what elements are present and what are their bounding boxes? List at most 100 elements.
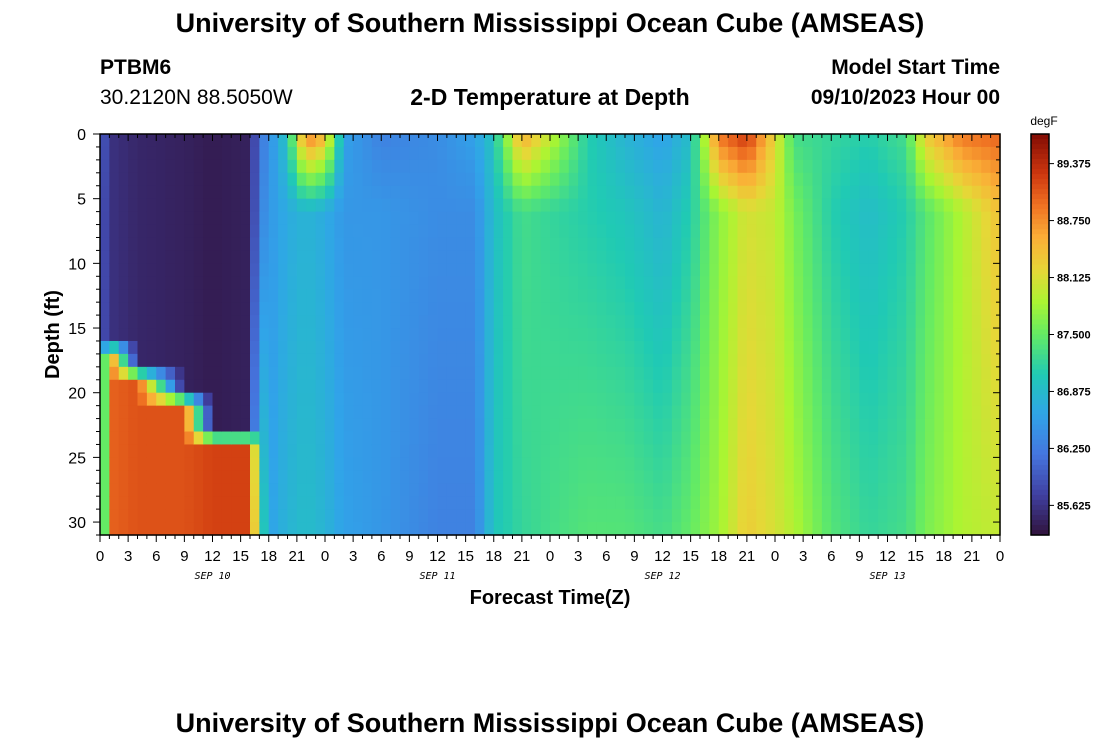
heatmap-cell bbox=[887, 134, 898, 148]
heatmap-cell bbox=[512, 276, 523, 290]
heatmap-cell bbox=[765, 211, 776, 226]
heatmap-cell bbox=[484, 146, 495, 161]
heatmap-cell bbox=[203, 172, 214, 187]
heatmap-cell bbox=[531, 159, 542, 174]
heatmap-cell bbox=[634, 470, 645, 484]
heatmap-cell bbox=[100, 224, 110, 239]
date-label: SEP 10 bbox=[194, 571, 230, 582]
heatmap-cell bbox=[334, 250, 345, 264]
heatmap-cell bbox=[559, 392, 570, 407]
heatmap-cell bbox=[306, 224, 317, 239]
heatmap-cell bbox=[896, 457, 907, 471]
heatmap-cell bbox=[540, 431, 551, 446]
heatmap-cell bbox=[540, 353, 551, 368]
heatmap-cell bbox=[568, 522, 579, 536]
heatmap-cell bbox=[240, 418, 251, 433]
heatmap-cell bbox=[240, 340, 251, 355]
heatmap-cell bbox=[606, 159, 617, 174]
colorbar-segment bbox=[1031, 414, 1049, 421]
heatmap-cell bbox=[287, 340, 298, 355]
heatmap-cell bbox=[146, 431, 157, 446]
heatmap-cell bbox=[850, 289, 860, 303]
heatmap-cell bbox=[278, 250, 289, 264]
heatmap-cell bbox=[990, 509, 1001, 523]
heatmap-cell bbox=[306, 276, 317, 290]
heatmap-cell bbox=[259, 366, 270, 381]
heatmap-cell bbox=[315, 470, 326, 484]
heatmap-cell bbox=[831, 315, 842, 329]
heatmap-cell bbox=[540, 172, 551, 187]
heatmap-cell bbox=[400, 302, 410, 316]
heatmap-cell bbox=[100, 379, 110, 394]
heatmap-cell bbox=[315, 522, 326, 536]
heatmap-cell bbox=[850, 340, 860, 355]
heatmap-cell bbox=[765, 353, 776, 368]
heatmap-cell bbox=[634, 366, 645, 381]
heatmap-cell bbox=[662, 237, 673, 252]
heatmap-cell bbox=[831, 159, 842, 174]
heatmap-cell bbox=[943, 340, 954, 355]
heatmap-cell bbox=[962, 366, 973, 381]
heatmap-cell bbox=[325, 276, 335, 290]
heatmap-cell bbox=[493, 444, 504, 458]
heatmap-cell bbox=[456, 134, 467, 148]
heatmap-cell bbox=[128, 289, 139, 303]
heatmap-cell bbox=[437, 522, 448, 536]
x-tick-label: 3 bbox=[124, 548, 132, 565]
heatmap-cell bbox=[146, 509, 157, 523]
heatmap-cell bbox=[850, 509, 860, 523]
x-tick-label: 3 bbox=[349, 548, 357, 565]
heatmap-cell bbox=[943, 431, 954, 446]
heatmap-cell bbox=[831, 289, 842, 303]
colorbar-segment bbox=[1031, 244, 1049, 250]
heatmap-cell bbox=[175, 392, 185, 407]
heatmap-cell bbox=[981, 509, 992, 523]
heatmap-cell bbox=[521, 237, 532, 252]
heatmap-cell bbox=[334, 146, 345, 161]
heatmap-cell bbox=[221, 405, 232, 420]
heatmap-cell bbox=[437, 315, 448, 329]
heatmap-cell bbox=[212, 250, 223, 264]
heatmap-cell bbox=[212, 418, 223, 433]
heatmap-cell bbox=[587, 366, 598, 381]
heatmap-cell bbox=[437, 470, 448, 484]
heatmap-cell bbox=[606, 315, 617, 329]
heatmap-cell bbox=[390, 496, 401, 510]
heatmap-cell bbox=[521, 198, 532, 213]
heatmap-cell bbox=[831, 276, 842, 290]
heatmap-cell bbox=[287, 224, 298, 239]
heatmap-cell bbox=[118, 198, 129, 213]
heatmap-cell bbox=[343, 276, 354, 290]
heatmap-cell bbox=[859, 444, 870, 458]
heatmap-cell bbox=[990, 392, 1001, 407]
heatmap-cell bbox=[418, 522, 429, 536]
heatmap-cell bbox=[681, 353, 692, 368]
heatmap-cell bbox=[671, 431, 682, 446]
colorbar-segment bbox=[1031, 504, 1049, 511]
heatmap-cell bbox=[662, 366, 673, 381]
heatmap-cell bbox=[934, 146, 945, 161]
heatmap-cell bbox=[568, 457, 579, 471]
heatmap-cell bbox=[906, 263, 917, 277]
heatmap-cell bbox=[643, 328, 654, 342]
heatmap-cell bbox=[503, 250, 514, 264]
heatmap-cell bbox=[709, 159, 720, 174]
heatmap-cell bbox=[784, 483, 795, 497]
heatmap-cell bbox=[456, 198, 467, 213]
heatmap-cell bbox=[231, 405, 242, 420]
heatmap-cell bbox=[671, 315, 682, 329]
heatmap-cell bbox=[831, 263, 842, 277]
heatmap-cell bbox=[653, 159, 664, 174]
colorbar-segment bbox=[1031, 509, 1049, 516]
heatmap-cell bbox=[315, 250, 326, 264]
heatmap-cell bbox=[175, 328, 185, 342]
colorbar-segment bbox=[1031, 249, 1049, 255]
heatmap-cell bbox=[193, 159, 204, 174]
heatmap-cell bbox=[400, 224, 410, 239]
heatmap-cell bbox=[728, 379, 739, 394]
heatmap-cell bbox=[681, 224, 692, 239]
heatmap-cell bbox=[259, 185, 270, 200]
heatmap-cell bbox=[859, 470, 870, 484]
heatmap-cell bbox=[296, 134, 307, 148]
heatmap-cell bbox=[896, 315, 907, 329]
